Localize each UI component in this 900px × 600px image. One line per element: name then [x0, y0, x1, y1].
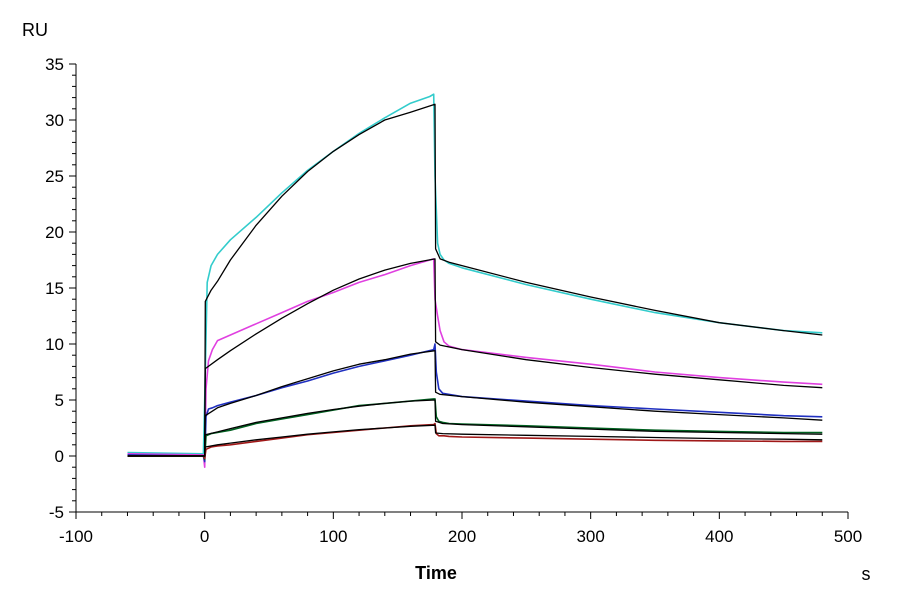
y-axis-title: RU — [22, 20, 48, 40]
y-tick-label: 10 — [45, 335, 64, 354]
fit-line-7 — [127, 399, 823, 457]
fit-line-5 — [127, 350, 823, 457]
x-tick-label: -100 — [59, 527, 93, 546]
x-ticks: -100 0 100 200 300 400 500 — [59, 512, 862, 546]
x-tick-label: 500 — [834, 527, 862, 546]
axes: -100 0 100 200 300 400 500 -5 0 5 10 15 20 25 30 35 — [45, 55, 862, 546]
series-layer — [127, 93, 823, 469]
x-tick-label: 400 — [705, 527, 733, 546]
measured-line-0 — [127, 93, 823, 455]
x-tick-label: 100 — [319, 527, 347, 546]
y-tick-label: 15 — [45, 279, 64, 298]
x-axis-unit: s — [862, 564, 871, 584]
y-tick-label: 35 — [45, 55, 64, 74]
y-tick-label: -5 — [49, 503, 64, 522]
measured-line-2 — [127, 258, 823, 469]
y-tick-label: 5 — [55, 391, 64, 410]
y-tick-label: 30 — [45, 111, 64, 130]
measured-line-4 — [127, 343, 823, 463]
fit-line-9 — [127, 424, 823, 457]
y-tick-label: 20 — [45, 223, 64, 242]
y-ticks: -5 0 5 10 15 20 25 30 35 — [45, 55, 76, 522]
x-tick-label: 200 — [448, 527, 476, 546]
measured-line-6 — [127, 398, 823, 461]
fit-line-1 — [127, 103, 823, 457]
y-tick-label: 25 — [45, 167, 64, 186]
x-tick-label: 0 — [200, 527, 209, 546]
x-axis-title: Time — [415, 563, 457, 583]
fit-line-3 — [127, 258, 823, 457]
y-tick-label: 0 — [55, 447, 64, 466]
x-tick-label: 300 — [576, 527, 604, 546]
